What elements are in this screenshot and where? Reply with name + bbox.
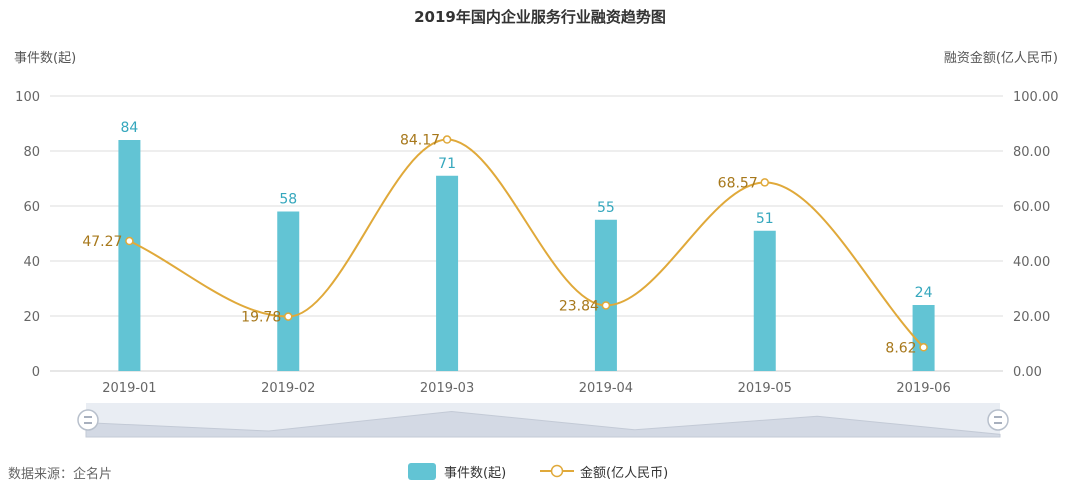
line-point[interactable] — [601, 301, 611, 310]
chart-title: 2019年国内企业服务行业融资趋势图 — [414, 8, 666, 26]
bar-series — [118, 140, 935, 372]
x-axis-ticks: 2019-01 2019-02 2019-03 2019-04 2019-05 2019-… — [102, 381, 950, 396]
y-left-tick-label: 100 — [15, 90, 40, 105]
legend-item-bar[interactable]: 事件数(起) — [408, 463, 506, 481]
x-tick-label: 2019-06 — [896, 381, 950, 396]
y-right-tick-label: 80.00 — [1013, 145, 1050, 160]
bar[interactable] — [277, 211, 300, 372]
bar-data-labels: 84 58 71 55 51 24 — [121, 120, 933, 301]
line-data-label: 84.17 — [400, 133, 440, 149]
y-axis-right-title: 融资金额(亿人民币) — [944, 50, 1058, 66]
data-source: 数据来源：企名片 — [8, 466, 112, 482]
bar-data-label: 58 — [279, 192, 297, 208]
y-left-tick-label: 60 — [23, 200, 40, 215]
bar[interactable] — [594, 219, 617, 371]
legend-bar-label: 事件数(起) — [444, 466, 506, 481]
x-tick-label: 2019-05 — [738, 381, 792, 396]
line-data-label: 47.27 — [82, 234, 122, 250]
y-right-tick-label: 60.00 — [1013, 200, 1050, 215]
y-right-tick-label: 0.00 — [1013, 365, 1042, 380]
y-right-tick-label: 40.00 — [1013, 255, 1050, 270]
line-point[interactable] — [919, 343, 928, 352]
y-axis-right-ticks: 0.00 20.00 40.00 60.00 80.00 100.00 — [1013, 90, 1059, 380]
bar[interactable] — [118, 140, 141, 371]
y-right-tick-label: 100.00 — [1013, 90, 1059, 105]
line-data-label: 8.62 — [885, 340, 916, 356]
line-point[interactable] — [442, 135, 452, 144]
line-point[interactable] — [125, 236, 134, 246]
bar[interactable] — [912, 305, 935, 371]
bar[interactable] — [753, 230, 776, 371]
line-point[interactable] — [760, 178, 769, 187]
gridlines — [50, 95, 1003, 372]
x-tick-label: 2019-01 — [102, 381, 156, 396]
legend-item-line[interactable]: 金额(亿人民币) — [540, 464, 668, 481]
data-zoom-slider[interactable] — [77, 403, 1009, 438]
bar-data-label: 55 — [597, 200, 615, 216]
x-tick-label: 2019-02 — [261, 381, 315, 396]
zoom-preview-area — [85, 410, 1001, 438]
legend-line-label: 金额(亿人民币) — [580, 465, 668, 481]
bar-data-label: 71 — [438, 156, 456, 172]
line-data-labels: 47.27 19.78 84.17 23.84 68.57 8.62 — [82, 133, 916, 357]
y-left-tick-label: 0 — [32, 365, 40, 380]
line-data-label: 19.78 — [241, 310, 281, 326]
bar-data-label: 84 — [121, 120, 139, 136]
line-point[interactable] — [284, 312, 293, 321]
legend-bar-swatch — [408, 463, 436, 480]
zoom-handle-right[interactable] — [987, 409, 1009, 431]
bar-data-label: 24 — [915, 285, 933, 301]
y-right-tick-label: 20.00 — [1013, 310, 1050, 325]
bar[interactable] — [436, 175, 459, 371]
x-tick-label: 2019-03 — [420, 381, 474, 396]
line-series — [125, 135, 928, 352]
y-axis-left-title: 事件数(起) — [14, 51, 76, 66]
bar-data-label: 51 — [756, 211, 774, 227]
x-tick-label: 2019-04 — [579, 381, 633, 396]
y-left-tick-label: 80 — [23, 145, 40, 160]
y-left-tick-label: 40 — [23, 255, 40, 270]
legend[interactable]: 事件数(起) 金额(亿人民币) — [408, 463, 668, 481]
legend-line-marker — [550, 464, 564, 478]
line-data-label: 23.84 — [559, 298, 599, 314]
zoom-handle-left[interactable] — [77, 409, 99, 431]
line-data-label: 68.57 — [718, 175, 758, 191]
y-left-tick-label: 20 — [23, 310, 40, 325]
y-axis-left-ticks: 0 20 40 60 80 100 — [15, 90, 40, 380]
